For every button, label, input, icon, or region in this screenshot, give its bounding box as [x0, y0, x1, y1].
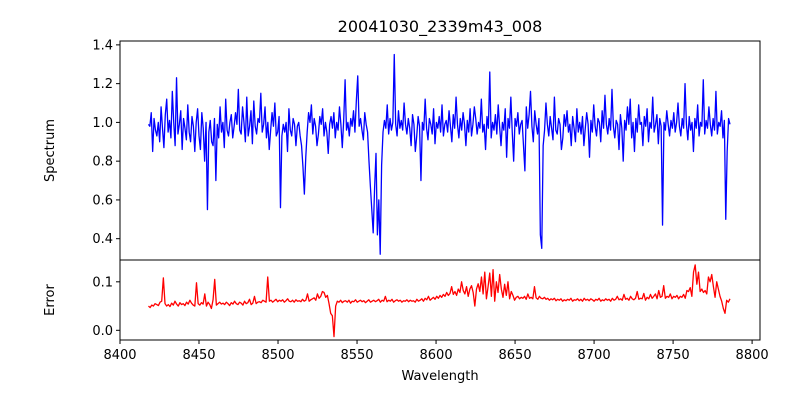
x-tick-label: 8550 [340, 348, 373, 363]
spectrum-y-tick-label: 0.4 [92, 232, 113, 247]
x-tick-label: 8600 [420, 348, 453, 363]
spectrum-y-tick-label: 1.2 [92, 77, 113, 92]
spectrum-y-tick-label: 1.4 [92, 38, 113, 53]
error-panel: 0.00.1 8400 8450 8500 8550 8600 8650 8700 8750 8… [43, 259, 769, 384]
error-y-axis-label: Error [43, 284, 58, 316]
chart-title: 20041030_2339m43_008 [338, 17, 543, 37]
error-series-line [148, 264, 731, 338]
wavelength-x-ticks: 8400 8450 8500 8550 8600 8650 8700 8750 8800 [103, 340, 769, 363]
x-tick-label: 8650 [499, 348, 532, 363]
x-tick-label: 8800 [736, 348, 769, 363]
error-y-ticks: 0.0 0.1 [92, 275, 120, 339]
spectrum-y-tick-label: 0.6 [92, 193, 113, 208]
spectrum-y-tick-label: 1.0 [92, 116, 113, 131]
x-axis-label: Wavelength [401, 369, 478, 384]
error-y-tick-label: 0.0 [92, 324, 113, 339]
spectrum-y-axis-label: Spectrum [43, 119, 58, 182]
spectrum-panel: 0.4 0.6 0.8 1.0 1.2 1.4 Spectrum [43, 38, 761, 261]
error-axes-frame [119, 259, 761, 341]
x-tick-label: 8750 [657, 348, 690, 363]
error-y-tick-label: 0.1 [92, 275, 113, 290]
x-tick-label: 8400 [103, 348, 136, 363]
spectrum-y-tick-label: 0.8 [92, 155, 113, 170]
x-tick-label: 8450 [182, 348, 215, 363]
spectrum-series-line [147, 53, 731, 255]
spectrum-y-ticks: 0.4 0.6 0.8 1.0 1.2 1.4 [92, 38, 120, 247]
x-tick-label: 8500 [261, 348, 294, 363]
x-tick-label: 8700 [578, 348, 611, 363]
